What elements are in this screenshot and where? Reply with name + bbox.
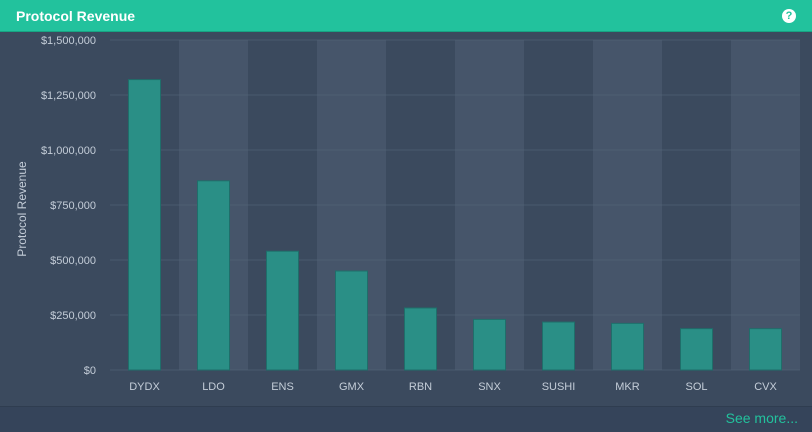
- y-tick-label: $1,250,000: [41, 90, 96, 102]
- x-tick-label: LDO: [202, 381, 225, 393]
- y-tick-label: $250,000: [50, 310, 96, 322]
- bar-snx: [473, 318, 506, 371]
- x-tick-label: SUSHI: [542, 381, 576, 393]
- bar-cvx: [749, 328, 782, 371]
- widget-footer: See more...: [0, 406, 812, 432]
- y-tick-label: $0: [84, 365, 96, 377]
- x-tick-label: CVX: [754, 381, 777, 393]
- y-tick-label: $1,000,000: [41, 145, 96, 157]
- x-tick-label: MKR: [615, 381, 640, 393]
- y-axis-title: Protocol Revenue: [15, 161, 29, 257]
- bar-rbn: [404, 307, 437, 371]
- bar-ens: [266, 250, 299, 371]
- y-tick-label: $1,500,000: [41, 35, 96, 47]
- x-tick-label: ENS: [271, 381, 294, 393]
- widget-header: Protocol Revenue ?: [0, 0, 812, 32]
- revenue-bar-chart: $0 $250,000 $500,000 $750,000 $1,000,000 $1,2…: [15, 35, 800, 393]
- bar-sol: [680, 328, 713, 371]
- bar-mkr: [611, 322, 644, 371]
- y-tick-label: $500,000: [50, 255, 96, 267]
- bar-gmx: [335, 270, 368, 371]
- bar-ldo: [197, 180, 230, 371]
- bar-sushi: [542, 321, 575, 371]
- x-tick-label: SOL: [685, 381, 707, 393]
- chart-area: $0 $250,000 $500,000 $750,000 $1,000,000 $1,2…: [0, 32, 812, 406]
- widget-title: Protocol Revenue: [16, 8, 136, 24]
- question-circle-icon[interactable]: ?: [782, 9, 796, 23]
- see-more-link[interactable]: See more...: [725, 410, 798, 426]
- bar-dydx: [128, 79, 161, 371]
- x-tick-label: RBN: [409, 381, 432, 393]
- x-tick-label: DYDX: [129, 381, 160, 393]
- y-tick-label: $750,000: [50, 200, 96, 212]
- x-tick-label: GMX: [339, 381, 365, 393]
- x-tick-label: SNX: [478, 381, 501, 393]
